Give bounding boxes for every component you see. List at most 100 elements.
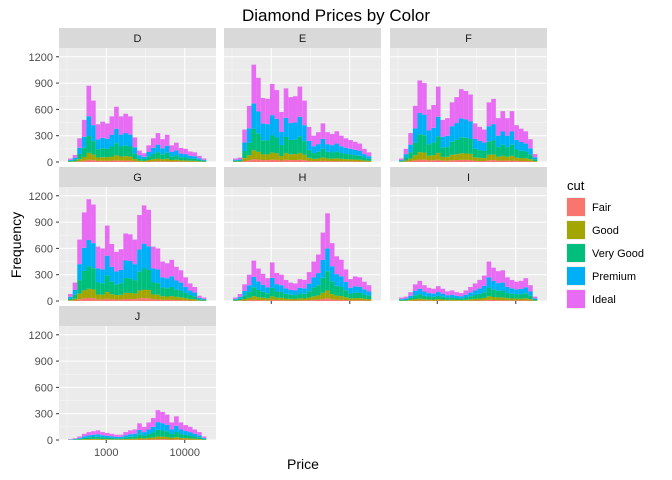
bar-segment xyxy=(316,161,321,162)
bar-segment xyxy=(518,298,524,301)
bar-segment xyxy=(91,434,96,438)
bar-segment xyxy=(72,282,78,290)
bar-segment xyxy=(495,271,501,284)
bar-segment xyxy=(366,285,372,292)
bar-segment xyxy=(288,160,293,162)
bar-segment xyxy=(114,434,119,437)
bar-segment xyxy=(491,154,496,161)
bar-segment xyxy=(269,299,275,301)
bar-segment xyxy=(100,435,105,438)
bar-segment xyxy=(320,277,326,293)
bar-segment xyxy=(104,437,110,440)
bar-segment xyxy=(528,285,533,292)
bar-segment xyxy=(311,299,317,301)
bar-segment xyxy=(283,293,289,299)
bar-segment xyxy=(334,151,340,159)
bar-segment xyxy=(151,282,156,295)
bar-segment xyxy=(251,159,257,162)
bar-segment xyxy=(491,289,496,298)
bar-segment xyxy=(408,152,413,159)
bar-segment xyxy=(164,299,170,301)
bar-segment xyxy=(458,296,464,299)
bar-segment xyxy=(311,146,317,154)
bar-segment xyxy=(334,256,340,275)
bar-segment xyxy=(518,300,524,301)
bar-segment xyxy=(251,260,257,277)
bar-segment xyxy=(306,272,312,284)
bar-segment xyxy=(357,161,363,162)
bar-segment xyxy=(311,135,317,147)
bar-segment xyxy=(288,282,293,290)
bar-segment xyxy=(279,145,284,157)
y-tick-label: 0 xyxy=(47,435,53,447)
bar-segment xyxy=(422,114,427,136)
bar-segment xyxy=(458,153,464,160)
bar-segment xyxy=(357,159,363,162)
bar-segment xyxy=(146,145,152,153)
bar-segment xyxy=(160,296,165,300)
bar-segment xyxy=(366,152,372,157)
bar-segment xyxy=(109,439,115,440)
bar-segment xyxy=(274,90,280,119)
bar-segment xyxy=(320,157,326,161)
bar-segment xyxy=(265,287,270,294)
y-tick-label: 0 xyxy=(47,296,53,308)
bar-segment xyxy=(505,147,510,157)
bar-segment xyxy=(123,145,128,157)
bar-segment xyxy=(366,158,372,161)
bar-segment xyxy=(366,160,372,162)
bar-segment xyxy=(178,282,184,291)
bar-segment xyxy=(320,298,326,301)
bar-segment xyxy=(169,276,175,287)
bar-segment xyxy=(118,146,124,157)
bar-segment xyxy=(118,156,124,161)
bar-segment xyxy=(91,438,96,440)
bar-segment xyxy=(422,295,427,300)
bar-segment xyxy=(100,269,105,284)
facet-panel-E: E xyxy=(224,28,381,163)
bar-segment xyxy=(495,297,501,301)
bar-segment xyxy=(302,288,307,294)
legend-label: Fair xyxy=(592,202,611,214)
bar-segment xyxy=(86,437,92,440)
bar-segment xyxy=(256,111,261,134)
bar-segment xyxy=(91,431,96,435)
bar-segment xyxy=(274,153,280,160)
bar-segment xyxy=(431,288,436,294)
bar-segment xyxy=(114,295,119,300)
bar-segment xyxy=(306,297,312,301)
bar-segment xyxy=(246,160,252,162)
bar-segment xyxy=(146,437,152,440)
bar-segment xyxy=(109,116,115,135)
bar-segment xyxy=(155,422,161,430)
bar-segment xyxy=(197,297,202,300)
bar-segment xyxy=(127,160,133,162)
bar-segment xyxy=(302,100,307,126)
bar-segment xyxy=(118,434,124,437)
bar-segment xyxy=(316,295,321,300)
bar-segment xyxy=(468,153,473,160)
bar-segment xyxy=(514,125,519,140)
bar-segment xyxy=(132,429,138,434)
bar-segment xyxy=(114,271,119,285)
legend-label: Premium xyxy=(592,271,636,283)
bar-segment xyxy=(160,423,165,431)
bar-segment xyxy=(440,293,446,297)
bar-segment xyxy=(445,291,450,296)
bar-segment xyxy=(137,298,142,301)
bar-segment xyxy=(343,300,349,301)
bar-segment xyxy=(357,300,363,301)
bar-segment xyxy=(348,293,353,299)
bar-segment xyxy=(109,294,115,300)
bar-segment xyxy=(174,159,179,162)
bar-segment xyxy=(174,155,179,160)
bar-segment xyxy=(251,299,257,301)
bar-segment xyxy=(132,433,138,437)
bar-segment xyxy=(187,426,193,433)
bar-segment xyxy=(183,154,188,158)
bar-segment xyxy=(311,158,317,162)
bar-segment xyxy=(192,429,198,434)
bar-segment xyxy=(151,161,156,162)
bar-segment xyxy=(233,299,238,301)
bar-segment xyxy=(187,438,193,440)
